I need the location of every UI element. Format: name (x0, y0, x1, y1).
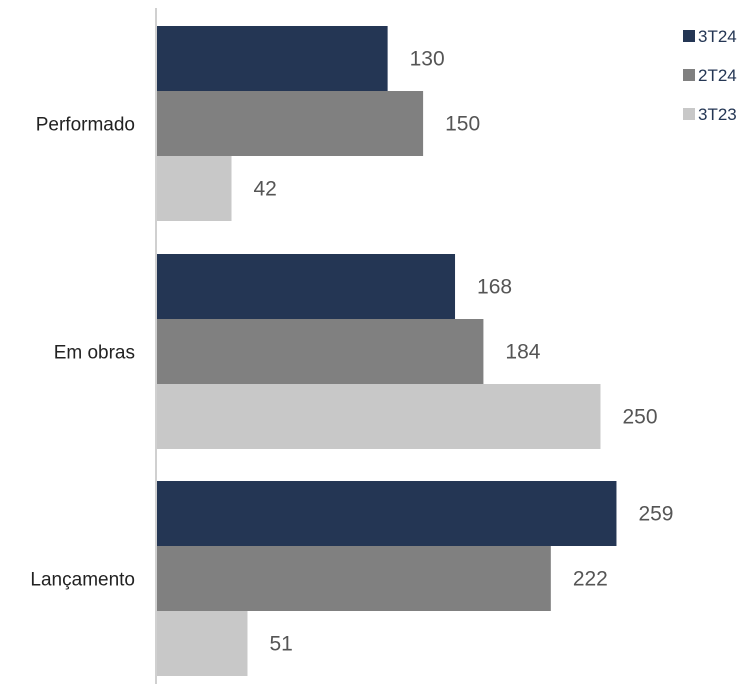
bar-3t24-1 (157, 26, 388, 91)
category-label: Performado (36, 115, 135, 136)
bars-layer (157, 26, 617, 676)
bar-3t23-1 (157, 156, 232, 221)
bar-2t24-2 (157, 319, 484, 384)
category-label: Lançamento (30, 570, 135, 591)
data-label: 42 (254, 178, 277, 201)
category-label: Em obras (54, 343, 135, 364)
data-label: 184 (505, 341, 540, 364)
bar-3t23-2 (157, 384, 601, 449)
legend-label: 3T24 (698, 27, 737, 46)
legend-label: 2T24 (698, 66, 737, 85)
bar-2t24-3 (157, 546, 551, 611)
legend-label: 3T23 (698, 105, 737, 124)
legend: 3T24 2T24 3T23 (683, 27, 737, 124)
legend-swatch (683, 108, 695, 120)
bar-2t24-1 (157, 91, 424, 156)
data-label: 51 (269, 633, 292, 656)
data-label: 250 (623, 406, 658, 429)
data-label: 130 (410, 48, 445, 71)
labels-layer: 130 150 42 Performado 168 184 250 Em obras 259 22… (30, 48, 673, 656)
legend-swatch (683, 30, 695, 42)
data-label: 259 (638, 503, 673, 526)
bar-3t24-3 (157, 481, 617, 546)
legend-swatch (683, 69, 695, 81)
bar-3t24-2 (157, 254, 456, 319)
data-label: 150 (445, 113, 480, 136)
data-label: 168 (477, 276, 512, 299)
bar-3t23-3 (157, 611, 248, 676)
data-label: 222 (573, 568, 608, 591)
